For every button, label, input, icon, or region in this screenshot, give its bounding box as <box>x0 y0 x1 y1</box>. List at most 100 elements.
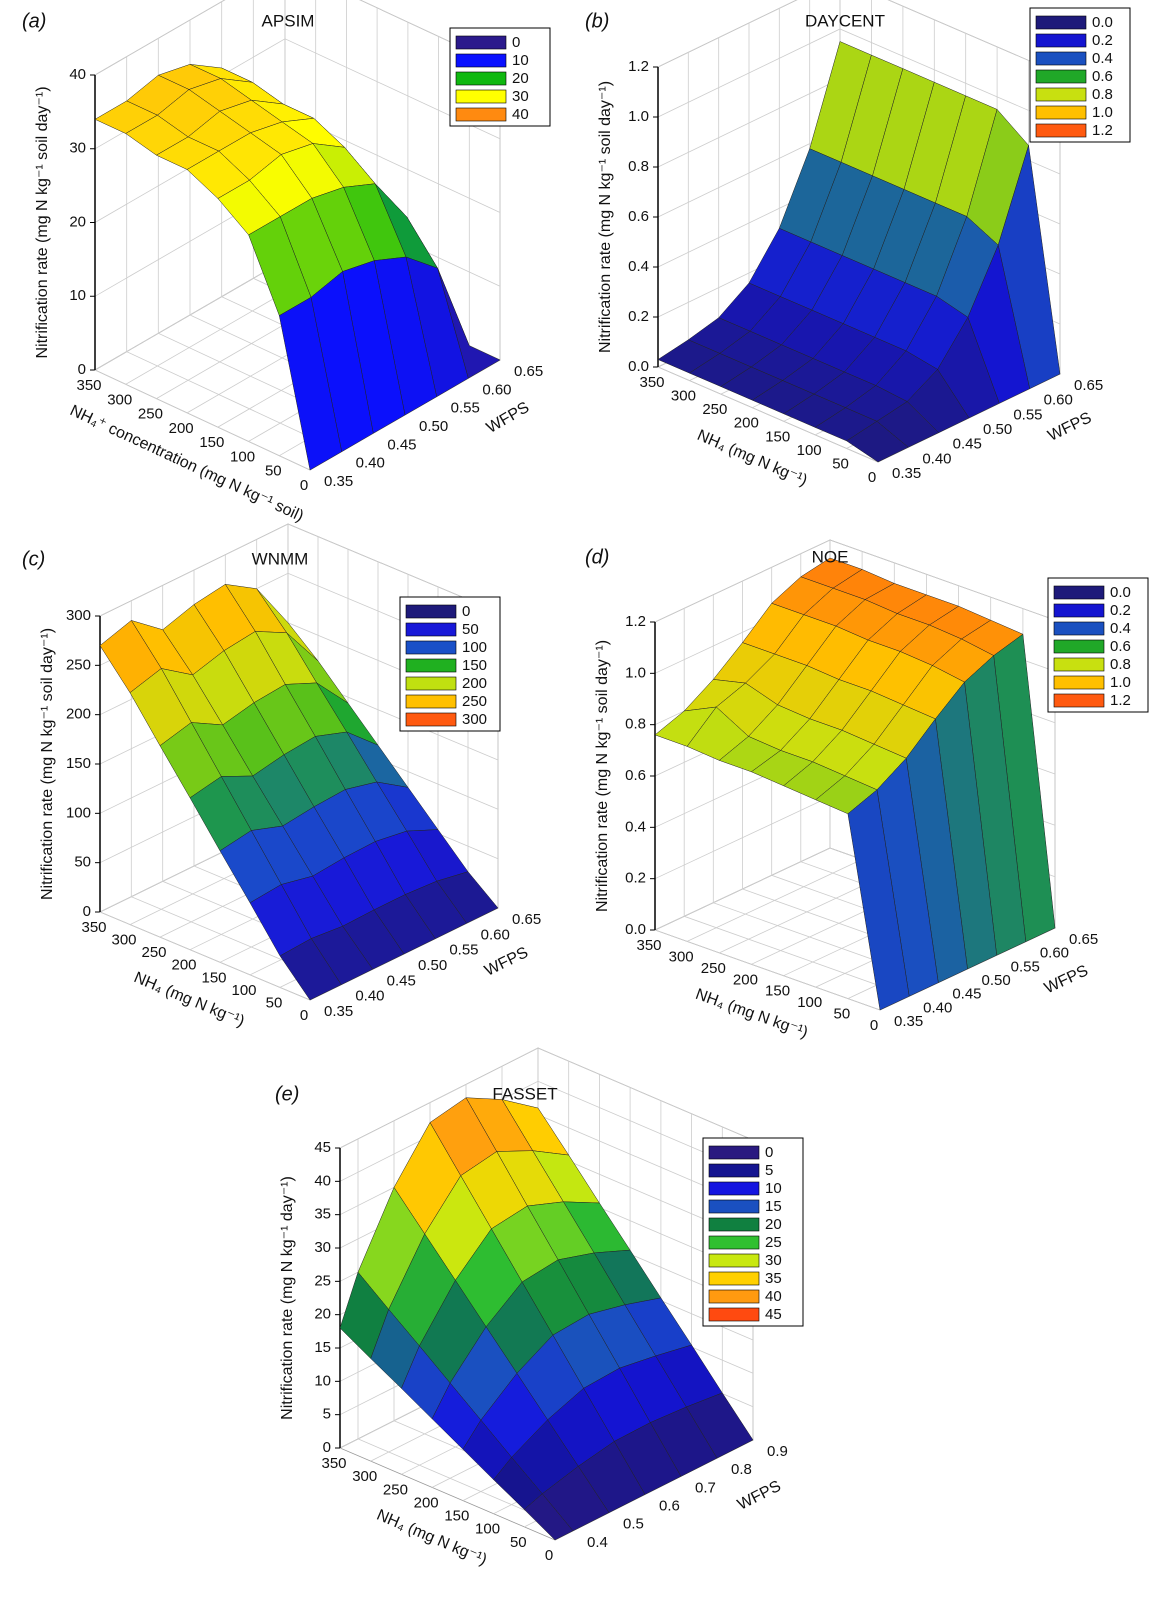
legend-swatch <box>1053 585 1105 600</box>
legend-swatch <box>455 107 507 122</box>
legend-swatch <box>455 53 507 68</box>
x-tick-label: 300 <box>107 391 132 408</box>
legend-label: 1.2 <box>1110 692 1131 709</box>
legend-label: 1.0 <box>1110 674 1131 691</box>
y-axis-label: WFPS <box>482 944 531 980</box>
legend-swatch <box>1035 69 1087 84</box>
z-tick-label: 1.0 <box>628 108 649 125</box>
z-tick-label: 30 <box>314 1239 331 1256</box>
legend-label: 300 <box>462 711 487 728</box>
panel-title: NOE <box>812 547 849 566</box>
legend-swatch <box>405 604 457 619</box>
x-tick-label: 100 <box>797 442 822 459</box>
z-axis-label: Nitrification rate (mg N kg⁻¹ soil day⁻¹… <box>594 640 611 912</box>
z-tick-label: 35 <box>314 1206 331 1223</box>
z-axis-label: Nitrification rate (mg N kg⁻¹ day⁻¹) <box>279 1176 296 1420</box>
legend-swatch <box>708 1163 760 1178</box>
legend-swatch <box>708 1307 760 1322</box>
legend-label: 0 <box>462 603 470 620</box>
grid-line <box>657 0 1061 75</box>
z-tick-label: 300 <box>66 607 91 624</box>
y-tick-label: 0.50 <box>418 957 447 974</box>
legend-swatch <box>1035 123 1087 138</box>
surface-cell <box>524 1493 574 1541</box>
z-tick-label: 10 <box>314 1372 331 1389</box>
z-tick-label: 0.4 <box>625 818 646 835</box>
y-tick-label: 0.7 <box>695 1479 716 1496</box>
x-axis-label: NH₄ (mg N kg⁻¹) <box>131 969 247 1030</box>
x-tick-label: 350 <box>76 377 101 394</box>
z-tick-label: 0.6 <box>628 208 649 225</box>
y-tick-label: 0.60 <box>1040 945 1069 962</box>
z-tick-label: 20 <box>69 213 86 230</box>
y-tick-label: 0.65 <box>1069 931 1098 948</box>
grid-line <box>126 56 342 453</box>
y-tick-label: 0.40 <box>922 450 951 467</box>
legend-swatch <box>1035 105 1087 120</box>
z-tick-label: 40 <box>69 66 86 83</box>
legend-label: 1.2 <box>1092 122 1113 139</box>
x-tick-label: 200 <box>171 957 196 974</box>
legend-label: 30 <box>512 88 529 105</box>
surface-cell <box>279 938 342 1001</box>
z-tick-label: 0.2 <box>628 308 649 325</box>
legend-label: 25 <box>765 1234 782 1251</box>
legend-swatch <box>1053 603 1105 618</box>
x-tick-label: 150 <box>765 983 790 1000</box>
x-tick-label: 0 <box>545 1547 553 1564</box>
z-tick-label: 0.2 <box>625 870 646 887</box>
x-tick-label: 350 <box>321 1455 346 1472</box>
legend-swatch <box>455 71 507 86</box>
x-tick-label: 350 <box>639 374 664 391</box>
legend-swatch <box>1053 639 1105 654</box>
z-tick-label: 5 <box>323 1406 331 1423</box>
x-tick-label: 300 <box>111 932 136 949</box>
legend-swatch <box>708 1289 760 1304</box>
x-tick-label: 200 <box>414 1494 439 1511</box>
legend-label: 1.0 <box>1092 104 1113 121</box>
legend-swatch <box>1035 33 1087 48</box>
x-tick-label: 0 <box>870 1017 878 1034</box>
y-tick-label: 0.6 <box>659 1498 680 1515</box>
x-tick-label: 250 <box>383 1481 408 1498</box>
z-tick-label: 15 <box>314 1339 331 1356</box>
y-tick-label: 0.35 <box>894 1013 923 1030</box>
x-tick-label: 300 <box>671 388 696 405</box>
legend-label: 5 <box>765 1162 773 1179</box>
z-tick-label: 45 <box>314 1139 331 1156</box>
y-axis-label: WFPS <box>735 1478 784 1514</box>
panel-label: (c) <box>22 548 45 570</box>
y-tick-label: 0.35 <box>324 1003 353 1020</box>
x-tick-label: 200 <box>734 415 759 432</box>
legend-swatch <box>1053 657 1105 672</box>
z-tick-label: 1.2 <box>625 613 646 630</box>
legend-label: 20 <box>512 70 529 87</box>
x-tick-label: 0 <box>868 469 876 486</box>
legend-label: 0.8 <box>1092 86 1113 103</box>
legend-swatch <box>1035 15 1087 30</box>
legend-swatch <box>1035 51 1087 66</box>
y-tick-label: 0.40 <box>356 455 385 472</box>
x-tick-label: 250 <box>141 944 166 961</box>
legend-swatch <box>708 1199 760 1214</box>
x-tick-label: 100 <box>797 994 822 1011</box>
z-tick-label: 0.8 <box>628 158 649 175</box>
legend-label: 0.2 <box>1110 602 1131 619</box>
x-tick-label: 100 <box>475 1521 500 1538</box>
legend-label: 10 <box>512 52 529 69</box>
y-tick-label: 0.40 <box>923 999 952 1016</box>
panel-title: APSIM <box>262 11 315 30</box>
x-tick-label: 250 <box>701 960 726 977</box>
x-tick-label: 50 <box>510 1534 527 1551</box>
x-tick-label: 350 <box>81 919 106 936</box>
y-tick-label: 0.45 <box>953 436 982 453</box>
x-tick-label: 300 <box>352 1468 377 1485</box>
x-tick-label: 50 <box>266 994 283 1011</box>
surface-cell <box>847 789 910 1011</box>
surface-cell <box>279 297 342 471</box>
legend-swatch <box>455 89 507 104</box>
legend-label: 0.4 <box>1110 620 1131 637</box>
y-tick-label: 0.65 <box>1074 377 1103 394</box>
legend-label: 150 <box>462 657 487 674</box>
